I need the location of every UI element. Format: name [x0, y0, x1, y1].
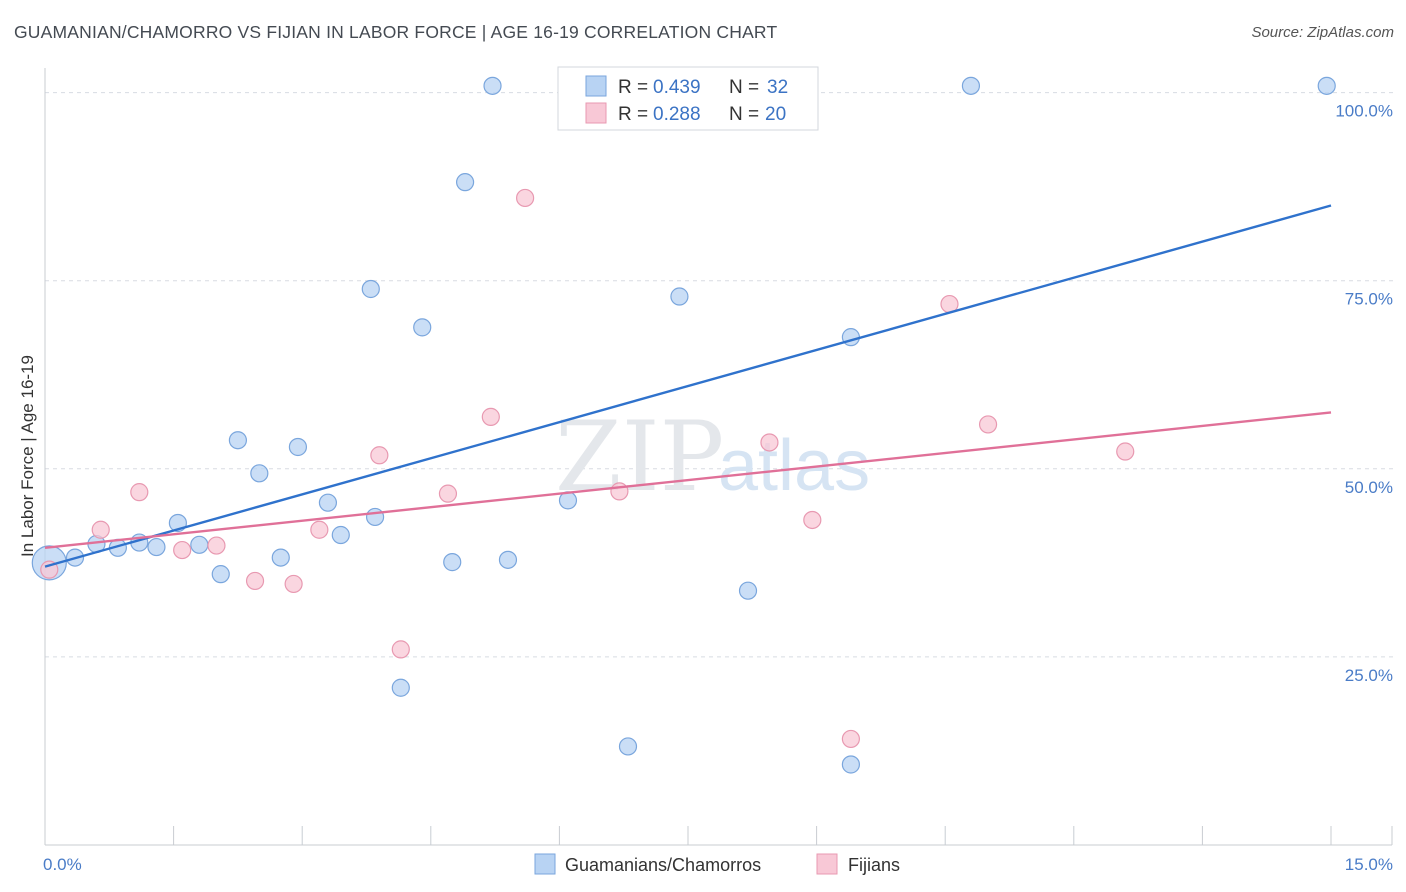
guamanian-point	[498, 550, 518, 569]
watermark-zip: ZIP	[555, 401, 724, 513]
fijian-point	[245, 571, 265, 591]
fijian-point	[391, 640, 410, 659]
y-tick-label: 25.0%	[1345, 666, 1393, 685]
guamanian-point	[147, 537, 166, 557]
fijian-point	[130, 483, 149, 502]
guamanian-point	[190, 535, 209, 554]
fijian-point	[370, 446, 389, 465]
chart-title: GUAMANIAN/CHAMORRO VS FIJIAN IN LABOR FO…	[14, 22, 778, 42]
fijian-point	[284, 574, 303, 594]
legend-n-value-pink: 20	[765, 104, 786, 125]
y-tick-label: 75.0%	[1345, 290, 1393, 309]
guamanian-point	[391, 678, 410, 697]
source-label: Source: ZipAtlas.com	[1251, 24, 1394, 41]
fijian-point	[516, 188, 535, 208]
legend-r-label-pink: R =	[618, 104, 648, 125]
legend-r-value-blue: 0.439	[653, 77, 701, 98]
series-legend-swatch-pink	[816, 853, 838, 875]
series-legend: Guamanians/Chamorros Fijians	[534, 853, 900, 875]
guamanian-point	[670, 287, 689, 306]
legend-swatch-pink	[585, 102, 607, 124]
guamanian-point	[361, 279, 380, 299]
fijian-trend-line	[44, 411, 1332, 550]
legend-swatch-blue	[585, 75, 607, 97]
legend-n-label-blue: N =	[729, 77, 759, 98]
fijian-point	[481, 407, 500, 426]
trend-lines	[44, 204, 1332, 568]
fijian-point	[173, 540, 192, 560]
fijian-point	[438, 484, 458, 503]
guamanian-point	[443, 553, 462, 572]
guamanian-point	[961, 76, 981, 95]
fijian-point	[91, 520, 110, 539]
legend-n-label-pink: N =	[729, 104, 759, 125]
grid-lines	[45, 92, 1393, 658]
guamanian-point	[365, 507, 385, 527]
fijian-point	[207, 536, 226, 555]
series-legend-label-blue: Guamanians/Chamorros	[565, 855, 761, 875]
data-points	[31, 76, 1336, 774]
x-tick-label: 0.0%	[43, 855, 82, 874]
guamanian-point	[271, 548, 290, 567]
y-tick-label: 100.0%	[1335, 102, 1393, 121]
series-legend-swatch-blue	[534, 853, 556, 875]
x-tick-label: 15.0%	[1345, 855, 1393, 874]
watermark-atlas: atlas	[718, 426, 870, 506]
guamanian-point	[413, 318, 432, 337]
guamanian-trend-line	[44, 204, 1332, 568]
stats-legend: R = 0.439 N = 32 R = 0.288 N = 20	[557, 66, 819, 131]
fijian-point	[841, 729, 860, 749]
guamanian-point	[211, 565, 230, 584]
guamanian-point	[250, 464, 269, 483]
fijian-point	[1116, 442, 1135, 461]
y-tick-labels: 25.0% 50.0% 75.0% 100.0%	[1335, 102, 1393, 685]
fijian-point	[310, 520, 329, 539]
series-legend-label-pink: Fijians	[848, 855, 900, 875]
legend-n-value-blue: 32	[767, 77, 788, 98]
guamanian-point	[1317, 76, 1336, 95]
x-tick-labels: 0.0% 15.0%	[43, 855, 1393, 874]
guamanian-point	[455, 173, 475, 192]
fijian-point	[803, 510, 822, 530]
fijian-point	[610, 482, 629, 501]
guamanian-point	[738, 581, 758, 600]
guamanian-point	[318, 493, 338, 512]
guamanian-point	[618, 737, 638, 756]
guamanian-point	[841, 755, 860, 774]
guamanian-point	[288, 437, 308, 457]
guamanian-point	[228, 431, 247, 450]
y-axis-title: In Labor Force | Age 16-19	[18, 355, 37, 557]
axes	[44, 68, 1393, 846]
watermark: ZIP atlas	[555, 401, 870, 513]
legend-r-value-pink: 0.288	[653, 104, 701, 125]
legend-r-label-blue: R =	[618, 77, 648, 98]
guamanian-point	[331, 525, 350, 545]
fijian-point	[978, 415, 998, 434]
guamanian-point	[483, 76, 502, 95]
fijian-point	[760, 433, 779, 452]
y-tick-label: 50.0%	[1345, 478, 1393, 497]
